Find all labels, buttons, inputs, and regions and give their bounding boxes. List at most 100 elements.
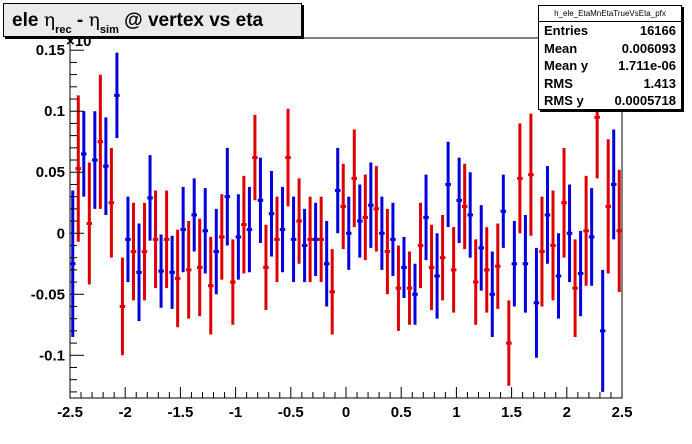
blue-data-point — [456, 157, 462, 244]
blue-data-point — [544, 166, 551, 264]
stats-label: RMS — [544, 75, 573, 91]
title-sub-sim: sim — [100, 24, 119, 36]
stats-row-rms-y: RMS y 0.0005718 — [539, 92, 681, 110]
stats-value: 1.413 — [643, 75, 676, 91]
blue-data-point — [489, 251, 496, 337]
red-data-point — [86, 162, 93, 285]
y-tick-label: -0.05 — [31, 286, 65, 303]
stats-value: 0.006093 — [621, 40, 676, 56]
x-tick-label: -1 — [229, 404, 242, 421]
red-data-point — [208, 236, 214, 335]
blue-data-point — [588, 188, 595, 286]
chart-title: ele ηrec - ηsim @ vertex vs eta — [12, 9, 264, 36]
x-tick-label: 1 — [452, 404, 460, 421]
blue-data-point — [70, 190, 76, 337]
red-data-point — [340, 163, 346, 250]
blue-data-point — [246, 186, 253, 273]
blue-data-point — [577, 230, 584, 317]
red-data-point — [296, 178, 302, 264]
title-prefix: ele — [12, 10, 44, 31]
red-data-point — [163, 190, 170, 289]
blue-data-point — [114, 52, 120, 139]
red-data-point — [75, 95, 82, 242]
y-tick-label: -0.1 — [39, 347, 65, 364]
blue-data-point — [147, 155, 153, 241]
red-data-point — [196, 218, 203, 317]
blue-data-point — [290, 196, 297, 283]
blue-data-point — [191, 178, 197, 252]
blue-series — [70, 52, 617, 392]
x-tick-label: 2.5 — [612, 404, 633, 421]
red-data-point — [616, 169, 622, 292]
blue-data-point — [334, 147, 341, 234]
red-data-point — [351, 129, 358, 228]
red-data-point — [528, 113, 534, 236]
red-data-point — [318, 196, 324, 283]
title-eta-1: η — [44, 9, 55, 31]
red-data-point — [484, 227, 490, 313]
blue-data-point — [445, 141, 451, 228]
blue-data-point — [213, 208, 220, 295]
blue-data-point — [202, 188, 208, 274]
title-minus: - — [72, 10, 89, 31]
blue-data-point — [467, 172, 473, 258]
x-tick-label: -2 — [119, 404, 132, 421]
blue-data-point — [235, 194, 242, 280]
red-data-point — [461, 163, 468, 250]
x-tick-label: 0 — [342, 404, 350, 421]
blue-data-point — [555, 233, 562, 319]
stats-label: RMS y — [544, 93, 584, 108]
stats-value: 0.0005718 — [614, 93, 676, 108]
stats-value: 16166 — [639, 23, 676, 38]
title-suffix: @ vertex vs eta — [119, 10, 264, 31]
stats-row-entries: Entries 16166 — [539, 22, 681, 40]
series-layer — [70, 52, 622, 392]
red-data-point — [141, 202, 148, 301]
red-data-point — [362, 174, 369, 261]
blue-data-point — [125, 196, 131, 283]
blue-data-point — [500, 174, 507, 248]
stats-label: Mean y — [544, 58, 589, 73]
blue-data-point — [599, 269, 606, 392]
blue-data-point — [368, 162, 374, 248]
blue-data-point — [180, 186, 186, 273]
blue-data-point — [301, 208, 308, 283]
y-tick-label: 0.05 — [36, 164, 65, 181]
blue-data-point — [412, 263, 418, 325]
x-tick-label: -2.5 — [57, 404, 83, 421]
stats-row-mean-y: Mean y 1.711e-06 — [539, 57, 681, 75]
chart-title-box: ele ηrec - ηsim @ vertex vs eta — [3, 3, 302, 37]
red-data-point — [152, 190, 159, 289]
red-data-point — [373, 166, 380, 252]
red-data-point — [108, 147, 115, 258]
red-data-point — [174, 229, 181, 328]
x-tick-label: 2 — [563, 404, 571, 421]
red-data-point — [495, 223, 501, 309]
blue-data-point — [533, 247, 540, 358]
red-series — [75, 56, 622, 386]
blue-data-point — [136, 223, 142, 322]
blue-data-point — [103, 117, 109, 215]
red-data-point — [130, 202, 137, 301]
blue-data-point — [379, 196, 385, 270]
blue-data-point — [312, 202, 319, 276]
svg-text:ele ηrec - ηsim @ vertex vs et: ele ηrec - ηsim @ vertex vs eta — [12, 9, 264, 36]
red-data-point — [230, 239, 236, 325]
red-data-point — [417, 202, 424, 289]
blue-data-point — [268, 171, 275, 257]
blue-data-point — [346, 196, 352, 270]
blue-data-point — [522, 214, 529, 313]
blue-data-point — [224, 147, 231, 246]
red-data-point — [285, 108, 291, 207]
blue-data-point — [81, 111, 87, 197]
red-data-point — [329, 249, 335, 335]
red-data-point — [506, 300, 512, 386]
title-sub-rec: rec — [55, 24, 72, 36]
red-data-point — [605, 139, 611, 274]
stats-label: Mean — [544, 40, 578, 56]
blue-data-point — [357, 184, 363, 258]
title-eta-2: η — [89, 9, 100, 31]
red-data-point — [219, 194, 225, 280]
red-data-point — [472, 239, 479, 325]
x-tick-label: -1.5 — [167, 404, 193, 421]
